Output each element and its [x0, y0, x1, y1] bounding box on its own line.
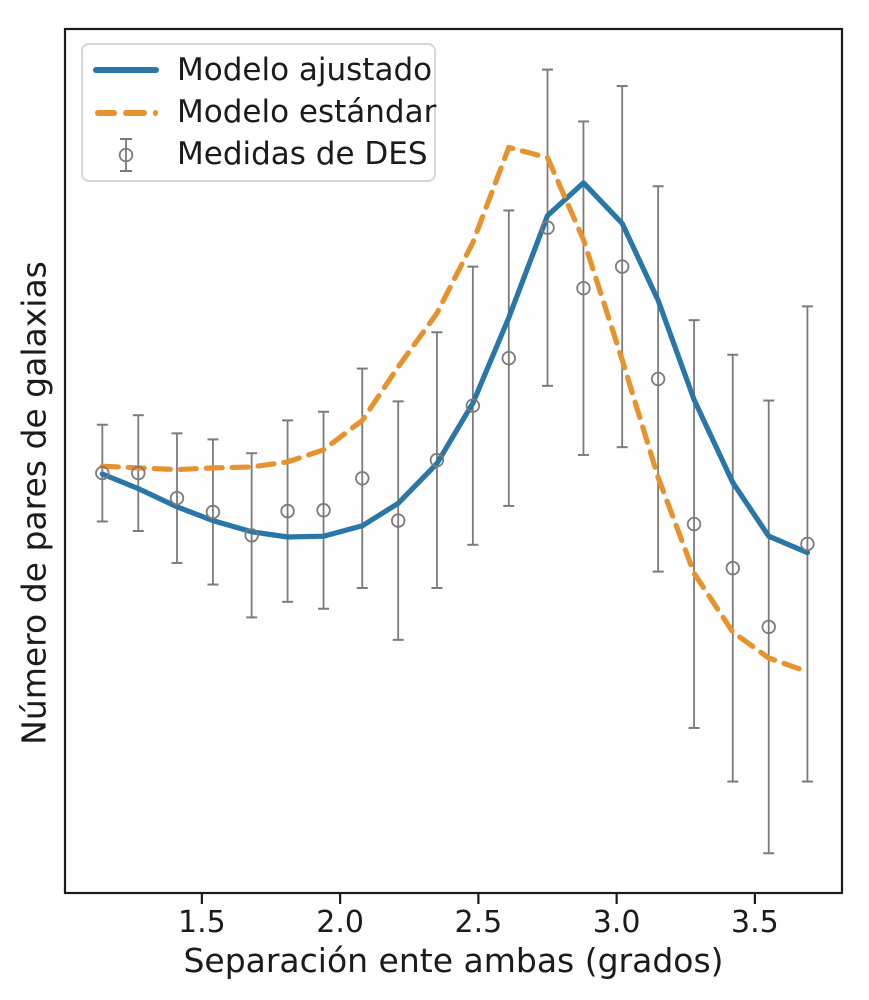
- legend-label: Modelo ajustado: [177, 51, 433, 88]
- legend-item-modelo-ajustado: Modelo ajustado: [91, 49, 432, 91]
- x-tick-label: 3.0: [593, 905, 641, 940]
- dashed-line-swatch-icon: [91, 109, 161, 116]
- x-axis-title: Separación ente ambas (grados): [183, 941, 724, 980]
- line-series: [99, 144, 811, 675]
- errorbar-series: [96, 68, 813, 855]
- measurement-markers: [95, 220, 815, 635]
- legend-label: Modelo estándar: [177, 94, 437, 130]
- legend-item-medidas-des: Medidas de DES: [91, 134, 428, 176]
- x-tick-label: 2.0: [316, 905, 364, 940]
- solid-line-swatch-icon: [91, 67, 161, 74]
- x-tick-label: 3.5: [731, 905, 779, 940]
- legend-item-modelo-estandar: Modelo estándar: [91, 92, 436, 134]
- legend: Modelo ajustado Modelo estándar Medidas …: [81, 43, 436, 182]
- errorbar-marker-icon: [91, 136, 161, 174]
- x-tick-label: 2.5: [455, 905, 503, 940]
- axes-frame: [63, 27, 844, 895]
- legend-label: Medidas de DES: [177, 136, 428, 173]
- x-tick-label: 1.5: [178, 905, 226, 940]
- y-axis-title: Número de pares de galaxias: [14, 261, 54, 745]
- x-axis-ticks: 1.5 2.0 2.5 3.0 3.5: [178, 893, 779, 940]
